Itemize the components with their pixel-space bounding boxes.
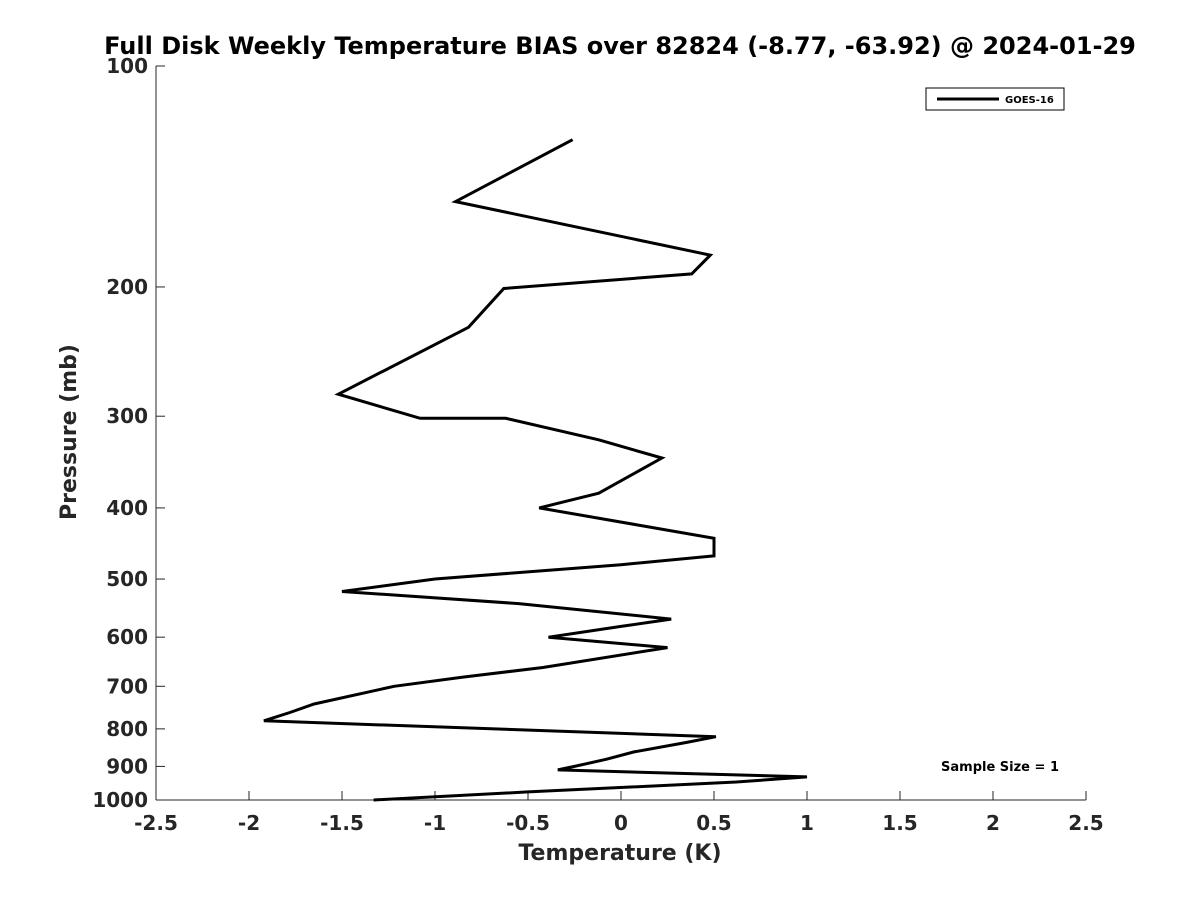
y-tick-label: 200 [106, 275, 148, 299]
x-tick-label: 0 [614, 811, 628, 835]
series-lines [263, 138, 808, 802]
y-tick-label: 900 [106, 754, 148, 778]
x-tick-label: 2 [986, 811, 1000, 835]
x-tick-label: -2.5 [134, 811, 178, 835]
x-tick-label: -2 [238, 811, 260, 835]
x-tick-label: 2.5 [1068, 811, 1103, 835]
x-tick-label: 1.5 [882, 811, 917, 835]
y-tick-label: 700 [106, 674, 148, 698]
y-tick-label: 400 [106, 496, 148, 520]
y-tick-label: 600 [106, 625, 148, 649]
series-line-goes16 [263, 138, 808, 802]
y-axis-label: Pressure (mb) [57, 344, 82, 520]
x-tick-label: -1.5 [320, 811, 364, 835]
x-axis-label: Temperature (K) [518, 841, 721, 866]
plot-axes: -2.5 -2 -1.5 -1 -0.5 0 0.5 1 1.5 2 2.5 100 200 300 400… [92, 54, 1103, 835]
x-tick-label: -1 [424, 811, 446, 835]
y-tick-label: 1000 [92, 788, 148, 812]
x-tick-label: 0.5 [696, 811, 731, 835]
legend-label: GOES-16 [1005, 95, 1054, 106]
legend: GOES-16 [925, 87, 1065, 111]
y-tick-label: 500 [106, 567, 148, 591]
y-tick-label: 100 [106, 54, 148, 78]
y-tick-label: 800 [106, 717, 148, 741]
x-tick-label: -0.5 [506, 811, 550, 835]
y-tick-label: 300 [106, 404, 148, 428]
chart-title: Full Disk Weekly Temperature BIAS over 8… [104, 32, 1136, 60]
x-tick-label: 1 [800, 811, 814, 835]
sample-size-annotation: Sample Size = 1 [941, 760, 1059, 775]
